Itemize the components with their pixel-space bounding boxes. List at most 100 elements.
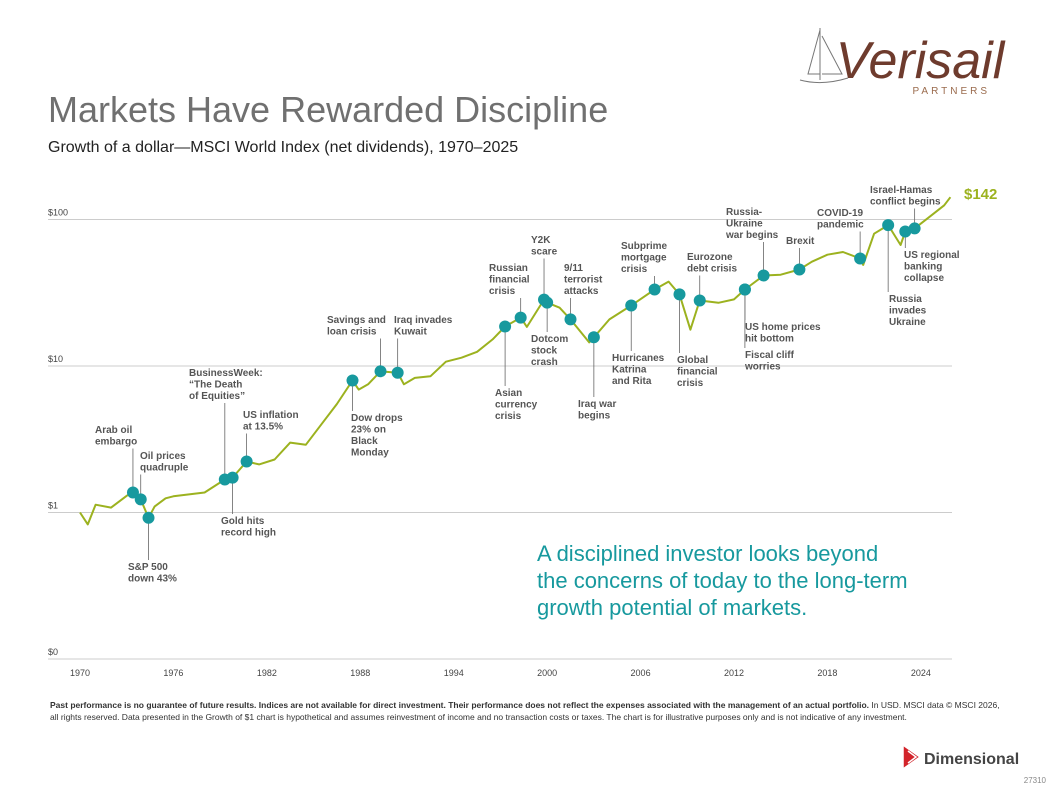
event-label-line: Gold hits [221,516,265,527]
y-tick-label: $0 [48,647,58,657]
event-label-line: Russian [489,263,528,274]
event-label: Russia-Ukraine war begins [725,207,779,241]
event-label-line: crisis [677,378,704,389]
event-label: Iraq war begins [578,399,616,422]
event-label: Oil prices quadruple [140,451,189,474]
event-label: Gold hits record high [221,516,276,539]
event-label-line: US regional [904,250,960,261]
event-label-line: banking [904,262,942,273]
event-label-line: war begins [725,230,779,241]
event-label: Hurricanes Katrina and Rita [612,353,665,387]
event-label-line: financial [677,367,718,378]
event-label-line: Subprime [621,241,668,252]
event-label-line: Dotcom [531,334,568,345]
event-marker [126,486,139,499]
event-label-line: of Equities” [189,391,245,402]
event-label-line: Dow drops [351,413,403,424]
x-tick-label: 2012 [724,668,744,678]
x-tick-label: 1988 [350,668,370,678]
dimensional-icon [902,743,922,771]
event-label-line: Black [351,436,378,447]
event-label-line: Israel-Hamas [870,185,933,196]
event-label: Eurozone debt crisis [687,252,737,275]
event-label: S&P 500 down 43% [128,562,177,585]
x-tick-label: 1982 [257,668,277,678]
event-marker [899,225,912,238]
event-label-line: terrorist [564,275,603,286]
event-marker [499,320,512,333]
chart-title: Markets Have Rewarded Discipline [48,89,608,130]
event-label-line: US home prices [745,322,821,333]
event-label-line: US inflation [243,410,299,421]
sailboat-icon [799,28,849,84]
y-tick-label: $10 [48,354,63,364]
event-label-line: Ukraine [889,317,926,328]
event-marker [793,263,806,276]
x-tick-label: 1970 [70,668,90,678]
event-label-line: “The Death [189,380,242,391]
event-label-line: crisis [489,286,516,297]
event-label-line: Katrina [612,365,647,376]
event-label-line: Arab oil [95,425,132,436]
disclaimer-bold: Past performance is no guarantee of futu… [50,700,870,710]
event-label: 9/11 terrorist attacks [564,263,603,297]
event-marker [625,299,638,312]
event-label: COVID-19 pandemic [817,208,864,231]
event-label-line: Oil prices [140,451,186,462]
event-label: Israel-Hamas conflict begins [870,185,941,208]
event-label: Savings and loan crisis [327,315,386,338]
event-label-line: currency [495,400,538,411]
x-tick-label: 2024 [911,668,931,678]
event-marker [854,252,867,265]
callout-text: growth potential of markets. [537,595,807,620]
disclaimer: Past performance is no guarantee of futu… [50,699,1000,723]
brand-tagline: PARTNERS [912,86,990,97]
event-label-line: down 43% [128,574,177,585]
y-tick-label: $1 [48,501,58,511]
event-label-line: crisis [495,411,522,422]
event-label-line: S&P 500 [128,562,168,573]
event-marker [240,455,253,468]
x-tick-label: 2000 [537,668,557,678]
event-label: Global financial crisis [677,355,718,389]
event-label: Fiscal cliff worries [744,350,795,373]
event-label-line: conflict begins [870,197,941,208]
event-label-line: Asian [495,388,522,399]
event-marker [134,493,147,506]
event-label-line: 23% on [351,425,386,436]
y-tick-label: $100 [48,208,68,218]
event-marker [142,511,155,524]
event-label-line: embargo [95,437,137,448]
event-label: Subprime mortgage crisis [621,241,668,275]
event-marker [882,219,895,232]
event-label-line: hit bottom [745,334,794,345]
x-tick-label: 2006 [631,668,651,678]
callout-text: A disciplined investor looks beyond [537,541,878,566]
disclaimer-text: In USD. MSCI data © MSCI 2026, all right… [50,700,1000,722]
event-marker [673,288,686,301]
event-marker [738,283,751,296]
event-label-line: record high [221,528,276,539]
event-label: Brexit [786,236,815,247]
event-label-line: attacks [564,286,599,297]
event-marker [218,473,231,486]
footer-code: 27310 [1024,776,1047,785]
event-label-line: begins [578,411,611,422]
event-label-line: Brexit [786,236,815,247]
callout-text: the concerns of today to the long-term [537,568,908,593]
event-label-line: Russia- [726,207,762,218]
event-label-line: Savings and [327,315,386,326]
event-marker [564,313,577,326]
x-tick-label: 1994 [444,668,464,678]
event-label-line: pandemic [817,220,864,231]
event-label-line: Kuwait [394,327,427,338]
event-label-line: crash [531,357,558,368]
event-label: US home prices hit bottom [745,322,821,345]
event-label-line: collapse [904,273,944,284]
event-label: Arab oil embargo [95,425,137,448]
event-label-line: Iraq invades [394,315,453,326]
event-label: Y2K scare [531,235,558,258]
event-marker [693,294,706,307]
event-label-line: scare [531,247,558,258]
